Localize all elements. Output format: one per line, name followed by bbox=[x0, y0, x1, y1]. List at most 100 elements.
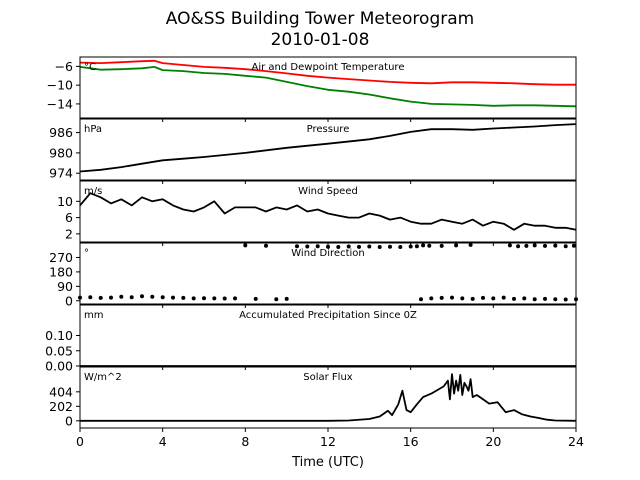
wdir-point-28 bbox=[367, 244, 372, 249]
pres-ytick-label-1: 980 bbox=[49, 145, 73, 160]
panel-pres: 986 980 974 hPa Pressure bbox=[49, 118, 577, 184]
panels: −6 −10 −14 °C Air and Dewpoint Temperature 98… bbox=[45, 56, 578, 432]
wdir-point-55 bbox=[507, 243, 512, 248]
wdir-point-38 bbox=[470, 296, 475, 301]
x-tick-label-4: 16 bbox=[403, 434, 419, 449]
wdir-point-40 bbox=[491, 296, 496, 301]
wdir-point-37 bbox=[460, 296, 465, 301]
wdir-point-19 bbox=[243, 243, 248, 248]
wdir-point-18 bbox=[284, 296, 289, 301]
wdir-point-60 bbox=[553, 243, 558, 248]
temp-ytick-label-2: −14 bbox=[47, 96, 73, 111]
wdir-point-62 bbox=[571, 243, 576, 248]
wdir-point-49 bbox=[414, 244, 419, 249]
solar-series-0 bbox=[80, 373, 577, 422]
wdir-point-46 bbox=[553, 297, 558, 302]
x-axis-label: Time (UTC) bbox=[291, 455, 364, 470]
temp-ytick-label-1: −10 bbox=[47, 78, 73, 93]
wdir-point-13 bbox=[212, 296, 217, 301]
pres-panel-title: Pressure bbox=[307, 124, 350, 135]
wdir-point-53 bbox=[454, 243, 459, 248]
solar-panel-title: Solar Flux bbox=[303, 372, 353, 383]
precip-ytick-label-2: 0.00 bbox=[45, 359, 73, 374]
wdir-point-17 bbox=[274, 297, 279, 302]
wdir-point-16 bbox=[253, 296, 258, 301]
wdir-point-36 bbox=[450, 295, 454, 300]
x-tick-label-2: 8 bbox=[241, 434, 249, 449]
pres-ytick-label-0: 986 bbox=[49, 125, 73, 140]
wdir-point-4 bbox=[119, 294, 124, 299]
pres-unit-label: hPa bbox=[84, 124, 102, 135]
wdir-point-51 bbox=[427, 243, 432, 248]
wdir-point-1 bbox=[88, 295, 93, 300]
wdir-point-6 bbox=[140, 294, 144, 299]
wdir-point-11 bbox=[191, 296, 196, 301]
x-tick-label-5: 20 bbox=[485, 434, 501, 449]
wdir-point-57 bbox=[524, 243, 529, 248]
wdir-panel-title: Wind Direction bbox=[291, 248, 365, 259]
wspd-ytick-label-2: 2 bbox=[65, 226, 73, 241]
panel-temp: −6 −10 −14 °C Air and Dewpoint Temperature bbox=[47, 56, 577, 122]
wdir-point-14 bbox=[222, 296, 227, 301]
wdir-ytick-label-1: 180 bbox=[49, 264, 73, 279]
wdir-point-42 bbox=[512, 296, 516, 301]
panel-precip: 0.100.050.00 mm Accumulated Precipitation … bbox=[45, 304, 577, 374]
wdir-point-30 bbox=[388, 244, 392, 249]
solar-unit-label: W/m^2 bbox=[84, 372, 122, 383]
wdir-point-59 bbox=[543, 243, 547, 248]
precip-unit-label: mm bbox=[84, 310, 103, 321]
wdir-point-58 bbox=[532, 243, 537, 248]
wdir-point-7 bbox=[150, 294, 155, 299]
pres-series-0 bbox=[79, 123, 577, 173]
precip-ytick-label-1: 0.05 bbox=[45, 343, 73, 358]
wdir-point-32 bbox=[408, 244, 413, 249]
wdir-point-3 bbox=[109, 295, 113, 300]
wdir-point-31 bbox=[398, 245, 403, 249]
wdir-point-50 bbox=[421, 243, 426, 248]
wdir-point-52 bbox=[439, 243, 444, 248]
pres-ytick-label-2: 974 bbox=[49, 166, 73, 181]
wdir-point-22 bbox=[305, 244, 310, 249]
wdir-point-12 bbox=[202, 296, 206, 301]
wdir-point-24 bbox=[326, 244, 330, 249]
wdir-point-25 bbox=[336, 245, 341, 249]
precip-ytick-label-0: 0.10 bbox=[45, 328, 73, 343]
wdir-ytick-label-2: 90 bbox=[57, 279, 73, 294]
temp-series-1 bbox=[79, 66, 577, 108]
wspd-ytick-label-1: 6 bbox=[65, 210, 73, 225]
precip-panel-title: Accumulated Precipitation Since 0Z bbox=[239, 310, 417, 321]
wdir-point-26 bbox=[346, 244, 351, 249]
x-axis: 0 4 8 12 16 20 24 bbox=[76, 434, 584, 449]
figure-title: AO&SS Building Tower Meteorogram bbox=[166, 9, 474, 29]
wdir-point-61 bbox=[563, 244, 568, 249]
wdir-point-9 bbox=[171, 295, 175, 300]
wdir-point-29 bbox=[377, 245, 382, 249]
wdir-ytick-label-0: 270 bbox=[49, 250, 73, 265]
x-tick-label-3: 12 bbox=[320, 434, 336, 449]
wdir-point-34 bbox=[429, 296, 434, 301]
x-tick-label-0: 0 bbox=[76, 434, 84, 449]
temp-unit-label: °C bbox=[84, 62, 96, 73]
wdir-point-56 bbox=[516, 244, 521, 249]
wdir-point-41 bbox=[501, 295, 506, 300]
wspd-panel-title: Wind Speed bbox=[298, 186, 358, 197]
wdir-point-2 bbox=[98, 295, 103, 300]
x-tick-label-6: 24 bbox=[568, 434, 584, 449]
wdir-point-8 bbox=[160, 295, 165, 300]
wdir-point-54 bbox=[468, 242, 473, 247]
solar-ytick-label-2: 0 bbox=[65, 413, 73, 428]
wdir-ytick-label-3: 0 bbox=[65, 293, 73, 308]
wdir-point-23 bbox=[315, 244, 320, 249]
wdir-point-44 bbox=[532, 297, 537, 302]
wdir-point-27 bbox=[357, 244, 361, 249]
wdir-point-5 bbox=[129, 295, 134, 300]
wdir-point-33 bbox=[419, 297, 423, 302]
x-tick-label-1: 4 bbox=[159, 434, 167, 449]
solar-ytick-label-0: 404 bbox=[49, 384, 73, 399]
temp-panel-title: Air and Dewpoint Temperature bbox=[252, 62, 405, 73]
wdir-point-20 bbox=[264, 243, 268, 248]
